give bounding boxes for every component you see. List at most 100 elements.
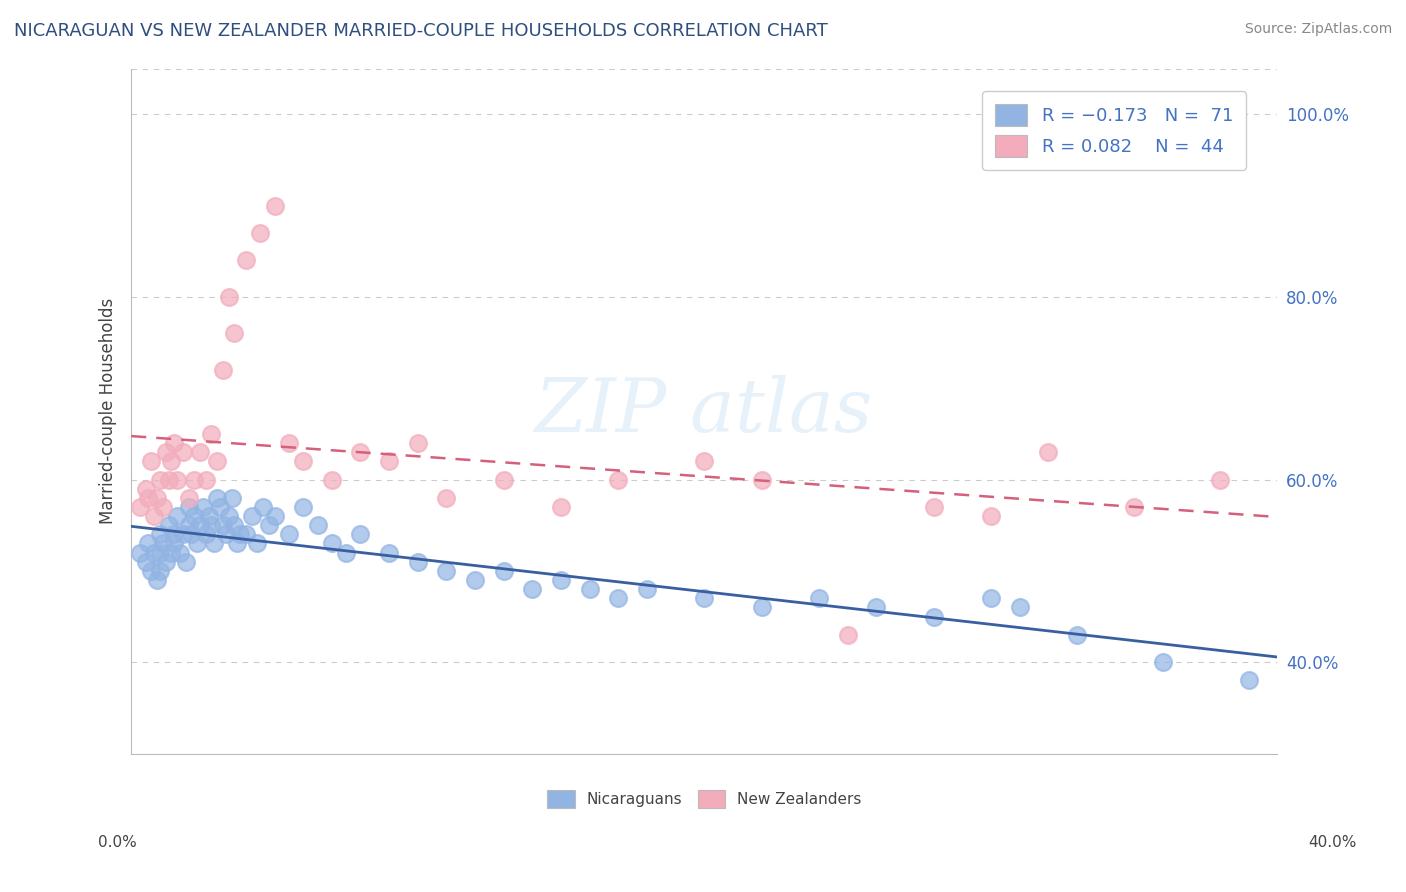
Point: [218, 509, 240, 524]
Text: ZIP atlas: ZIP atlas: [536, 375, 873, 447]
Point: [135, 482, 157, 496]
Point: [128, 545, 150, 559]
Point: [155, 445, 177, 459]
Point: [149, 564, 172, 578]
Point: [202, 536, 225, 550]
Point: [188, 445, 211, 459]
Point: [693, 591, 716, 606]
Point: [152, 536, 174, 550]
Point: [177, 491, 200, 505]
Point: [172, 527, 194, 541]
Point: [194, 527, 217, 541]
Point: [522, 582, 544, 596]
Point: [163, 536, 186, 550]
Point: [146, 573, 169, 587]
Point: [212, 363, 235, 377]
Point: [152, 500, 174, 514]
Point: [980, 509, 1002, 524]
Point: [149, 545, 172, 559]
Point: [321, 536, 343, 550]
Point: [172, 445, 194, 459]
Point: [249, 226, 271, 240]
Point: [1237, 673, 1260, 688]
Point: [607, 473, 630, 487]
Point: [188, 518, 211, 533]
Point: [128, 500, 150, 514]
Text: 40.0%: 40.0%: [1309, 836, 1357, 850]
Point: [263, 509, 285, 524]
Point: [277, 527, 299, 541]
Point: [157, 473, 180, 487]
Point: [205, 454, 228, 468]
Point: [143, 545, 166, 559]
Point: [492, 564, 515, 578]
Point: [865, 600, 887, 615]
Point: [1209, 473, 1232, 487]
Point: [252, 500, 274, 514]
Point: [578, 582, 600, 596]
Point: [209, 500, 232, 514]
Point: [751, 600, 773, 615]
Point: [177, 518, 200, 533]
Point: [160, 454, 183, 468]
Point: [378, 454, 401, 468]
Point: [257, 518, 280, 533]
Point: [186, 536, 208, 550]
Point: [183, 473, 205, 487]
Point: [215, 527, 238, 541]
Point: [160, 545, 183, 559]
Legend: Nicaraguans, New Zealanders: Nicaraguans, New Zealanders: [541, 783, 868, 814]
Point: [922, 609, 945, 624]
Point: [636, 582, 658, 596]
Point: [177, 500, 200, 514]
Point: [550, 573, 572, 587]
Point: [292, 454, 315, 468]
Point: [240, 509, 263, 524]
Point: [194, 473, 217, 487]
Point: [235, 253, 257, 268]
Y-axis label: Married-couple Households: Married-couple Households: [100, 298, 117, 524]
Point: [200, 518, 222, 533]
Point: [436, 491, 458, 505]
Point: [135, 555, 157, 569]
Point: [1152, 655, 1174, 669]
Point: [146, 491, 169, 505]
Point: [1038, 445, 1060, 459]
Point: [464, 573, 486, 587]
Point: [378, 545, 401, 559]
Point: [349, 445, 371, 459]
Point: [1008, 600, 1031, 615]
Point: [191, 500, 214, 514]
Point: [180, 527, 202, 541]
Point: [221, 491, 243, 505]
Point: [197, 509, 219, 524]
Point: [980, 591, 1002, 606]
Point: [166, 473, 188, 487]
Point: [149, 473, 172, 487]
Point: [218, 290, 240, 304]
Point: [246, 536, 269, 550]
Point: [143, 509, 166, 524]
Point: [321, 473, 343, 487]
Point: [224, 518, 246, 533]
Point: [169, 545, 191, 559]
Point: [163, 436, 186, 450]
Point: [492, 473, 515, 487]
Point: [436, 564, 458, 578]
Point: [226, 536, 249, 550]
Point: [229, 527, 252, 541]
Point: [751, 473, 773, 487]
Point: [406, 436, 429, 450]
Point: [693, 454, 716, 468]
Point: [163, 527, 186, 541]
Point: [277, 436, 299, 450]
Point: [406, 555, 429, 569]
Point: [807, 591, 830, 606]
Point: [138, 491, 160, 505]
Text: NICARAGUAN VS NEW ZEALANDER MARRIED-COUPLE HOUSEHOLDS CORRELATION CHART: NICARAGUAN VS NEW ZEALANDER MARRIED-COUP…: [14, 22, 828, 40]
Point: [200, 426, 222, 441]
Point: [837, 628, 859, 642]
Point: [174, 555, 197, 569]
Point: [235, 527, 257, 541]
Point: [307, 518, 329, 533]
